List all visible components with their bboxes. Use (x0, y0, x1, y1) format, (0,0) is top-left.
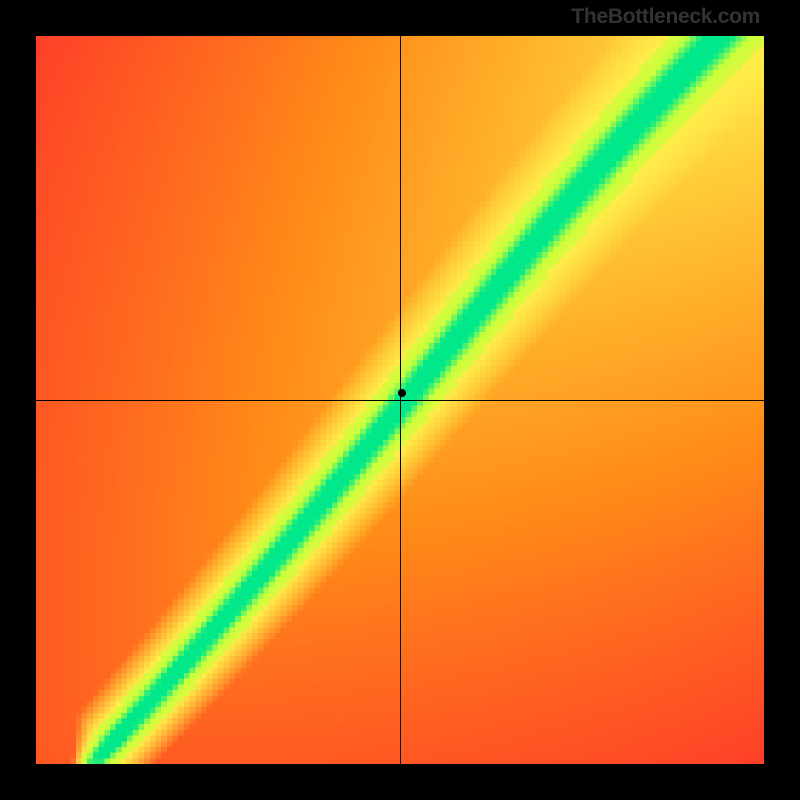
plot-area (36, 36, 764, 764)
crosshair-vertical-line (400, 36, 401, 764)
chart-container: TheBottleneck.com (0, 0, 800, 800)
intersection-marker (398, 389, 406, 397)
branding-text: TheBottleneck.com (571, 5, 760, 29)
